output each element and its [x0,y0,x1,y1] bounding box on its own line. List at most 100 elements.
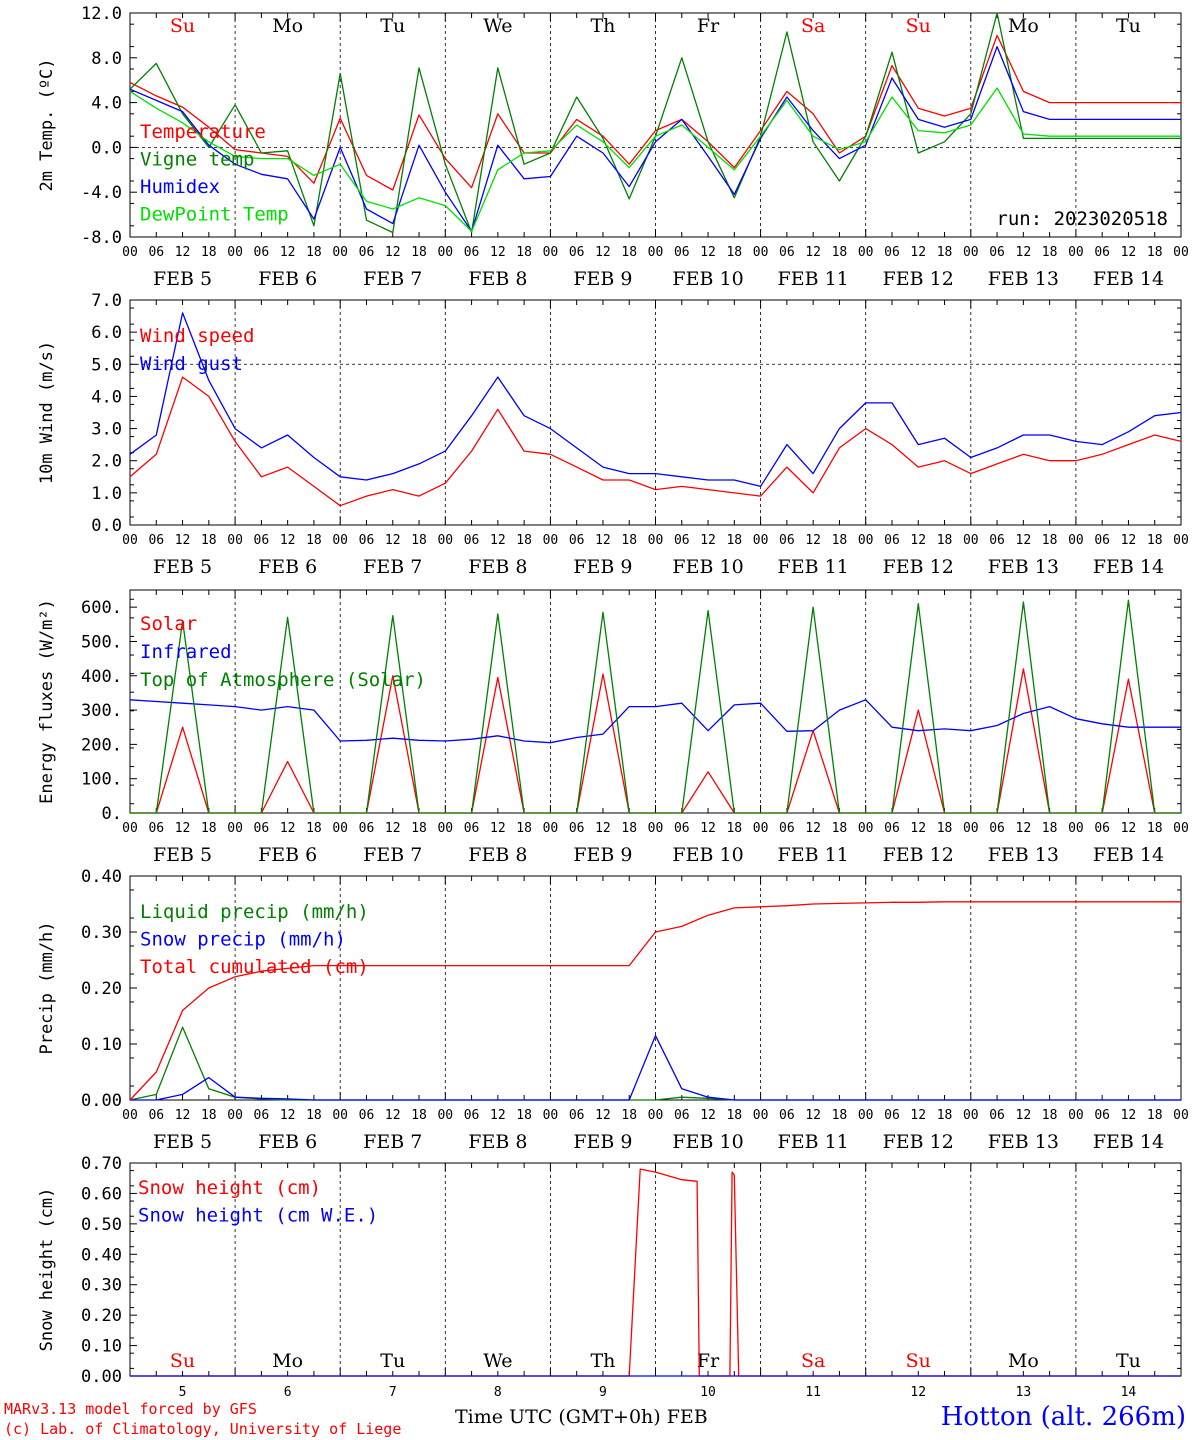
x-hour-label: 18 [306,245,322,260]
x-hour-label: 00 [648,1108,664,1123]
x-hour-label: 00 [437,245,453,260]
x-day-label: FEB 14 [1093,556,1164,578]
x-hour-label: 06 [884,533,900,548]
x-hour-label: 12 [175,533,191,548]
weekday-label: We [483,1350,512,1372]
x-day-label: FEB 10 [672,1131,743,1153]
legend-entry: Top of Atmosphere (Solar) [140,669,426,691]
x-hour-label: 00 [543,533,559,548]
x-hour-label: 12 [910,245,926,260]
legend-entry: Vigne temp [140,149,254,171]
x-hour-label: 06 [989,821,1005,836]
x-hour-label: 12 [490,533,506,548]
x-day-label: FEB 12 [883,844,954,866]
y-tick-label: 6.0 [91,323,122,343]
x-hour-label: 06 [464,533,480,548]
x-hour-label: 00 [122,821,138,836]
x-hour-label: 00 [753,533,769,548]
x-hour-label: 18 [1042,1108,1058,1123]
x-hour-label: 18 [516,533,532,548]
weekday-label: Fr [697,15,720,37]
x-hour-label: 18 [1042,245,1058,260]
weekday-label: Sa [801,15,825,37]
x-day-label: FEB 11 [778,556,849,578]
x-hour-label: 12 [595,821,611,836]
x-hour-label: 06 [148,821,164,836]
x-hour-label: 12 [175,821,191,836]
x-hour-label: 12 [595,1108,611,1123]
x-hour-label: 12 [280,245,296,260]
legend-entry: Wind speed [140,325,254,347]
x-hour-label: 12 [1121,245,1137,260]
series-line-top-of-atmosphere-solar- [130,599,1181,814]
x-hour-label: 12 [805,821,821,836]
x-hour-label: 06 [464,821,480,836]
legend-entry: Solar [140,613,197,635]
x-hour-label: 12 [385,533,401,548]
x-hour-label: 12 [1016,533,1032,548]
y-tick-label: -4.0 [81,183,122,203]
y-tick-label: 3.0 [91,420,122,440]
y-axis-label: 2m Temp. (ºC) [37,58,57,191]
weekday-label: Tu [380,15,405,37]
x-hour-label: 12 [1016,245,1032,260]
y-tick-label: 0.50 [81,1215,122,1235]
time-axis-label: Time UTC (GMT+0h) FEB [455,1406,708,1428]
x-hour-label: 06 [1094,533,1110,548]
x-hour-label: 06 [779,1108,795,1123]
y-tick-label: 300. [81,701,122,721]
y-axis-label: 10m Wind (m/s) [37,341,57,484]
series-line-infrared [129,699,1181,744]
x-day-label: FEB 5 [153,1131,212,1153]
x-day-label: FEB 8 [468,268,527,290]
x-day-label: FEB 9 [573,556,632,578]
x-hour-label: 18 [1147,245,1163,260]
x-hour-label: 00 [858,1108,874,1123]
x-hour-label: 12 [700,245,716,260]
x-hour-label: 06 [884,821,900,836]
x-day-label: FEB 10 [672,268,743,290]
x-hour-label: 18 [411,1108,427,1123]
y-axis-label: Energy fluxes (W/m²) [37,599,57,804]
x-hour-label: 18 [201,821,217,836]
x-hour-label: 06 [359,245,375,260]
x-hour-label: 12 [1016,821,1032,836]
y-tick-label: 500. [81,632,122,652]
weekday-label: Tu [380,1350,405,1372]
legend-entry: Total cumulated (cm) [140,956,369,978]
x-hour-label: 00 [122,245,138,260]
x-hour-label: 06 [674,821,690,836]
legend-entry: Wind gust [140,353,243,375]
station-label: Hotton (alt. 266m) [940,1402,1186,1432]
weekday-label: Tu [1116,1350,1141,1372]
x-hour-label: 12 [700,533,716,548]
x-hour-label: 00 [437,821,453,836]
x-hour-label: 06 [464,1108,480,1123]
x-hour-label: 00 [332,533,348,548]
x-day-label: FEB 14 [1093,1131,1164,1153]
y-tick-label: 0.60 [81,1184,122,1204]
y-tick-label: 200. [81,735,122,755]
x-hour-label: 06 [884,1108,900,1123]
y-tick-label: 4.0 [91,94,122,114]
x-day-label: FEB 12 [883,1131,954,1153]
weekday-label: Su [170,15,195,37]
x-hour-label: 18 [726,821,742,836]
x-hour-label: 18 [937,1108,953,1123]
x-hour-label: 00 [858,821,874,836]
x-day-number: 9 [599,1385,607,1400]
x-day-label: FEB 6 [258,556,317,578]
weekday-label: Mo [1008,1350,1039,1372]
panel-frame [129,589,1182,814]
x-day-number: 14 [1121,1385,1137,1400]
weekday-label: Su [906,1350,931,1372]
x-hour-label: 06 [148,1108,164,1123]
credit-note: (c) Lab. of Climatology, University of L… [4,1420,402,1438]
x-hour-label: 00 [648,821,664,836]
x-hour-label: 12 [805,245,821,260]
x-hour-label: 00 [437,1108,453,1123]
x-day-label: FEB 8 [468,556,527,578]
series-line-humidex [129,45,1181,233]
legend-entry: Snow height (cm W.E.) [138,1205,378,1227]
weekday-label: Mo [272,15,303,37]
